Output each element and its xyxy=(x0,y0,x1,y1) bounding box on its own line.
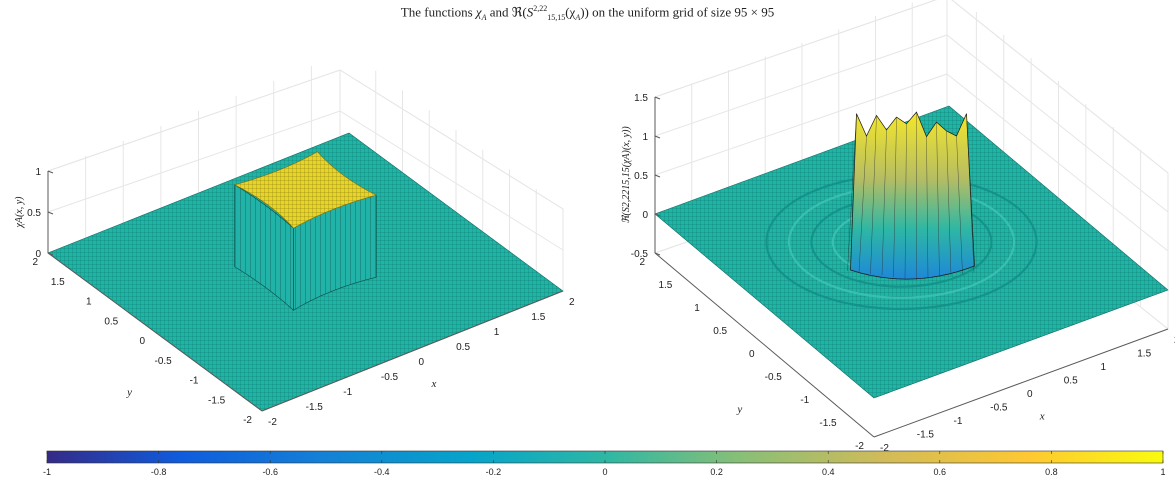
x-tick-label: 2 xyxy=(569,297,575,308)
y-tick-label: 0.5 xyxy=(713,326,727,337)
y-axis-label: y xyxy=(736,404,742,416)
z-tick-label: -0.5 xyxy=(631,249,649,260)
figure-title: The functions χA and ℜ(S2,2215,15(χA)) o… xyxy=(400,4,775,22)
surface-mesh-line xyxy=(956,135,963,275)
x-tick-label: -1.5 xyxy=(306,402,324,413)
left-surface-axes: 0 0.5 1 -2 -1.5 -1 -0.5 0 0.5 1 1.5 2 -2 -1.5 -1 -0.5 0 0… xyxy=(14,66,575,428)
x-axis-line xyxy=(873,328,1169,438)
x-tick-label: 1.5 xyxy=(531,312,545,323)
x-tick-label: 1.5 xyxy=(1137,349,1151,360)
y-axis-line xyxy=(654,252,875,438)
y-axis-line xyxy=(47,252,263,412)
z-tick-label: 1.5 xyxy=(634,93,648,104)
z-tick-label: 0.5 xyxy=(634,171,648,182)
x-tick-label: -0.5 xyxy=(381,372,399,383)
surface-mesh-line xyxy=(847,113,857,272)
x-tick-label: 1 xyxy=(494,327,500,338)
z-tick-label: 0 xyxy=(642,210,648,221)
grid-line xyxy=(654,0,1169,174)
z-tick-label: 1 xyxy=(642,132,648,143)
colorbar-tick-label: 0.2 xyxy=(710,467,723,477)
y-tick-label: -0.5 xyxy=(765,372,783,383)
grid-line xyxy=(654,34,1169,213)
x-tick-label: -1 xyxy=(954,416,963,427)
y-tick-label: -0.5 xyxy=(155,356,173,367)
colorbar-tick-label: 0.6 xyxy=(934,467,947,477)
z-tick xyxy=(654,174,661,178)
colorbar-tick-label: 0.4 xyxy=(822,467,835,477)
surface-mesh-line xyxy=(946,131,952,276)
surface-mesh-line xyxy=(881,129,887,276)
y-tick-label: -1 xyxy=(800,395,809,406)
colorbar: -1 -0.8 -0.6 -0.4 -0.2 0 0.2 0.4 0.6 0.8 1 xyxy=(43,450,1166,477)
z-tick xyxy=(654,96,661,100)
x-tick-label: -1.5 xyxy=(917,430,935,441)
x-tick-label: -1 xyxy=(343,387,352,398)
x-tick-label: -0.5 xyxy=(990,403,1008,414)
y-tick-label: -1.5 xyxy=(208,395,226,406)
colorbar-tick-label: 0 xyxy=(602,467,607,477)
y-tick-label: 1 xyxy=(86,297,92,308)
surface-mesh-line xyxy=(904,123,907,279)
colorbar-tick-label: -1 xyxy=(43,467,51,477)
surface-mesh-line xyxy=(893,117,897,278)
x-axis-label: x xyxy=(431,378,437,390)
z-tick-label: 1 xyxy=(35,167,41,178)
surface-mesh-line xyxy=(936,122,940,278)
z-tick xyxy=(654,213,661,217)
x-tick-label: 1 xyxy=(1101,362,1107,373)
x-tick-label: 0 xyxy=(1027,389,1033,400)
surface-mesh-line xyxy=(858,135,867,273)
surface-top xyxy=(233,151,378,229)
y-axis-label: y xyxy=(126,387,132,399)
z-tick xyxy=(654,135,661,139)
x-axis-line xyxy=(261,290,564,412)
y-tick-label: 1 xyxy=(694,303,700,314)
x-tick-label: -2 xyxy=(268,417,277,428)
y-tick-label: 2 xyxy=(639,257,645,268)
y-tick-label: 0 xyxy=(139,336,145,347)
z-axis-label: ℜ(S2,2215,15(χA)(x, y)) xyxy=(621,126,632,224)
x-axis-label: x xyxy=(1039,411,1045,423)
y-tick-label: 0.5 xyxy=(104,316,118,327)
grid-line xyxy=(47,110,564,251)
x-tick-label: -2 xyxy=(880,443,889,454)
colorbar-tick-label: 0.8 xyxy=(1045,467,1058,477)
grid-line xyxy=(47,69,564,210)
z-tick-label: 0 xyxy=(35,249,41,260)
right-surface-axes: -0.5 0 0.5 1 1.5 -2 -1.5 -1 -0.5 0 0.5 1 1.5 2 -2 -1.5 -… xyxy=(621,0,1175,454)
x-tick-label: 0 xyxy=(419,357,425,368)
z-tick xyxy=(47,252,54,256)
z-tick-label: 0.5 xyxy=(27,208,41,219)
colorbar-tick-label: -0.6 xyxy=(262,467,278,477)
y-tick-label: 0 xyxy=(749,349,755,360)
colorbar-tick-label: -0.8 xyxy=(151,467,167,477)
z-axis-label: χA(x, y) xyxy=(14,196,25,229)
y-tick-label: -1.5 xyxy=(819,418,837,429)
y-tick-label: 1.5 xyxy=(51,277,65,288)
z-tick xyxy=(47,170,54,174)
y-tick-label: -1 xyxy=(190,376,199,387)
x-tick-label: 0.5 xyxy=(456,342,470,353)
y-tick-label: -2 xyxy=(243,415,252,426)
surface-mesh-line xyxy=(926,136,929,279)
y-tick-label: 2 xyxy=(32,257,38,268)
y-tick-label: -2 xyxy=(855,441,864,452)
surface-peak xyxy=(850,111,975,280)
colorbar-tick-label: -0.2 xyxy=(486,467,502,477)
colorbar-tick-label: -0.4 xyxy=(374,467,390,477)
surface-mesh-line xyxy=(870,115,877,275)
surface-mesh-line xyxy=(966,113,975,273)
grid-line xyxy=(654,73,1169,252)
x-tick-label: 0.5 xyxy=(1064,376,1078,387)
z-tick xyxy=(47,211,54,215)
y-tick-label: 1.5 xyxy=(658,280,672,291)
colorbar-tick-label: 1 xyxy=(1160,467,1165,477)
z-tick xyxy=(654,252,661,256)
